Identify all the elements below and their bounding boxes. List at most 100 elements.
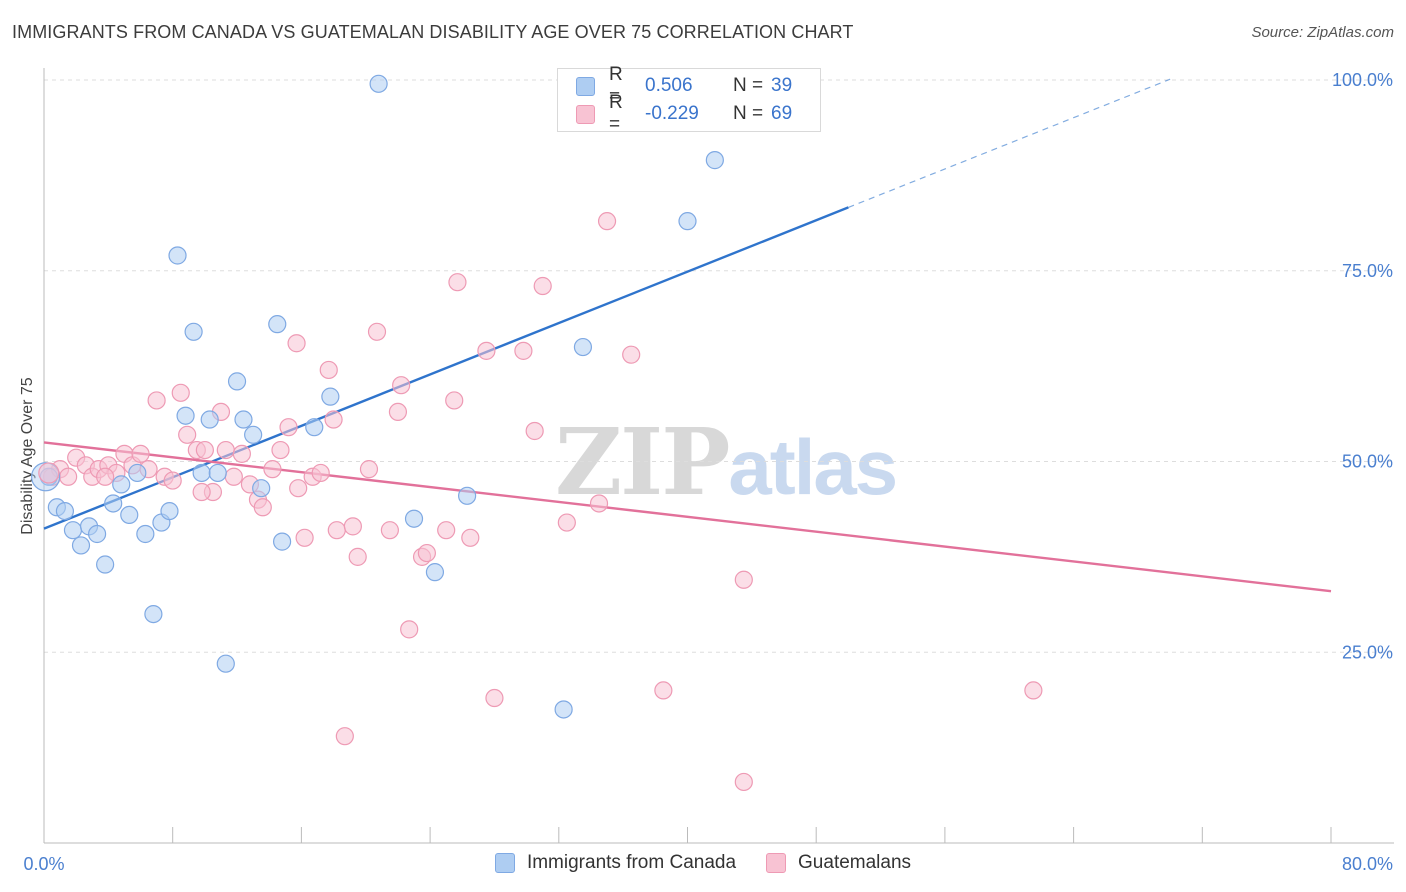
data-point — [178, 425, 197, 444]
legend-n-value: 69 — [771, 103, 793, 124]
series-legend-guatemalans: Guatemalans — [766, 852, 911, 874]
legend-r-label: R = — [609, 64, 623, 107]
data-point — [388, 402, 408, 422]
legend-r-label: R = — [609, 92, 623, 135]
data-point — [192, 482, 211, 502]
series-swatch-guatemalans — [766, 853, 787, 873]
trend-line-guatemalans — [43, 441, 1332, 593]
data-point — [63, 521, 83, 540]
data-point — [654, 681, 673, 700]
data-point — [287, 334, 306, 353]
legend-swatch-guatemalans — [576, 104, 595, 124]
data-point — [224, 467, 243, 486]
data-point — [335, 727, 354, 746]
data-point — [458, 486, 477, 505]
source-label: Source: ZipAtlas.com — [1251, 24, 1394, 41]
data-point — [96, 467, 115, 486]
chart-title: IMMIGRANTS FROM CANADA VS GUATEMALAN DIS… — [12, 22, 854, 42]
trend-line-canada-extension — [848, 78, 1171, 208]
y-tick-label: 75.0% — [1342, 261, 1393, 281]
data-point — [268, 315, 287, 334]
data-point — [554, 700, 573, 719]
data-point — [244, 425, 263, 444]
series-label-guatemalans: Guatemalans — [798, 852, 912, 873]
data-point — [253, 498, 272, 517]
legend-row-canada: R = 0.506 N = 39 — [576, 64, 793, 107]
data-point — [533, 276, 552, 296]
data-point — [263, 460, 282, 479]
x-tick-label: 0.0% — [23, 854, 64, 874]
data-point — [295, 528, 314, 547]
data-point — [417, 543, 436, 563]
data-point — [525, 421, 544, 441]
data-point — [252, 479, 271, 498]
data-point — [71, 536, 91, 555]
data-point — [705, 151, 724, 170]
data-point — [171, 383, 190, 402]
data-point — [425, 563, 445, 582]
y-tick-label: 50.0% — [1342, 452, 1393, 472]
data-point-cluster — [38, 462, 60, 484]
data-point — [1024, 681, 1043, 700]
data-point — [321, 387, 340, 406]
watermark: ZIPatlas — [555, 408, 898, 516]
series-swatch-canada — [494, 853, 515, 873]
data-point — [147, 391, 166, 410]
data-point — [485, 688, 504, 708]
data-point — [128, 463, 147, 483]
legend-r-value: -0.229 — [645, 103, 699, 124]
data-point — [87, 524, 107, 544]
y-tick-label: 25.0% — [1342, 642, 1393, 662]
data-points — [31, 74, 1043, 792]
data-point — [514, 341, 533, 360]
data-point — [104, 494, 123, 513]
data-point — [734, 570, 753, 589]
data-point — [216, 440, 235, 460]
series-label-canada: Immigrants from Canada — [526, 852, 737, 873]
data-point — [216, 654, 235, 673]
series-legend: Immigrants from Canada Guatemalans — [0, 852, 1406, 874]
data-point — [112, 475, 131, 494]
x-tick-label: 80.0% — [1342, 854, 1393, 874]
data-point — [176, 406, 195, 425]
legend-r-value: 0.506 — [645, 75, 693, 96]
trend-lines — [43, 78, 1332, 593]
data-point — [234, 410, 253, 429]
data-point — [227, 372, 247, 391]
legend-swatch-canada — [576, 76, 595, 96]
data-point — [272, 532, 292, 551]
y-tick-label: 100.0% — [1332, 70, 1393, 90]
legend-n-label: N = — [733, 75, 764, 96]
data-point — [343, 517, 362, 536]
data-point — [136, 524, 155, 544]
legend-n-value: 39 — [771, 75, 793, 96]
series-legend-canada: Immigrants from Canada — [494, 852, 737, 874]
data-point — [404, 509, 424, 528]
data-point — [96, 555, 115, 574]
legend-n-label: N = — [733, 103, 764, 124]
watermark-atlas: atlas — [728, 423, 898, 511]
data-point — [200, 410, 219, 429]
data-point — [289, 479, 308, 498]
data-point — [622, 345, 641, 364]
data-point — [367, 322, 387, 341]
data-point — [348, 547, 367, 566]
data-point — [55, 501, 75, 521]
data-point — [208, 463, 227, 483]
data-point — [324, 410, 343, 429]
data-point — [59, 467, 78, 486]
data-point — [195, 440, 214, 460]
data-point — [160, 501, 179, 521]
data-point — [311, 463, 330, 483]
data-point — [327, 521, 346, 540]
data-point — [448, 273, 467, 292]
data-point — [477, 341, 496, 360]
data-point — [734, 772, 753, 792]
data-point — [597, 212, 617, 231]
data-point — [168, 246, 187, 265]
data-point — [232, 444, 251, 463]
data-point — [461, 528, 480, 547]
data-point — [573, 337, 593, 357]
data-point — [445, 391, 464, 410]
